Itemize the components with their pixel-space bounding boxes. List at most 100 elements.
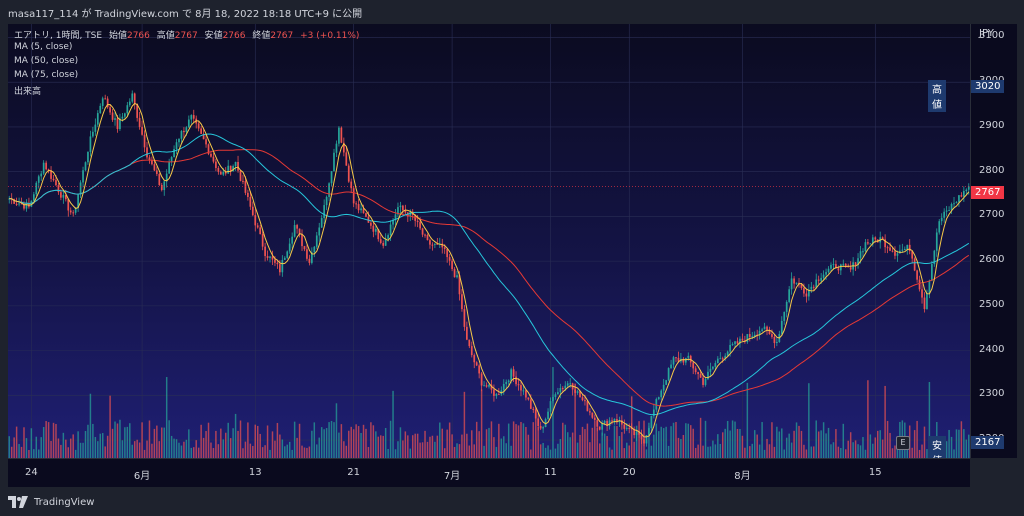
volume-bar (616, 425, 618, 458)
candle-body (94, 124, 97, 132)
volume-bar (788, 433, 790, 458)
candle-body (266, 256, 269, 258)
volume-bar (215, 430, 217, 458)
candle-body (552, 397, 554, 402)
volume-bar (881, 439, 884, 458)
ma5-line (9, 102, 970, 438)
candle-body (739, 338, 741, 344)
candle-body (96, 113, 99, 125)
volume-bar (776, 426, 778, 458)
volume-bar (210, 442, 212, 458)
volume-bar (355, 424, 357, 458)
volume-bar (613, 425, 616, 458)
candle-body (74, 207, 77, 213)
volume-bar (704, 420, 707, 458)
candle-body (485, 385, 488, 387)
volume-bar (301, 445, 303, 458)
candle-body (397, 207, 399, 215)
candle-body (547, 411, 549, 419)
footer-logo-text: TradingView (34, 497, 95, 508)
candle-body (675, 357, 677, 359)
volume-bar (520, 421, 522, 458)
volume-bar (421, 442, 424, 458)
volume-bar (296, 437, 298, 458)
volume-bar (323, 429, 325, 458)
legend-ma50[interactable]: MA (50, close) (14, 56, 79, 66)
candle-body (908, 244, 911, 252)
volume-bar (820, 430, 822, 458)
candle-body (795, 282, 798, 284)
legend-ma75[interactable]: MA (75, close) (14, 70, 79, 80)
volume-bar (690, 425, 692, 458)
candle-body (608, 420, 611, 426)
candle-body (313, 246, 316, 253)
volume-bar (746, 382, 749, 458)
legend-volume[interactable]: 出来高 (14, 87, 42, 97)
chart-pane[interactable]: エアトリ, 1時間, TSE 始値2766 高値2767 安値2766 終値27… (8, 24, 970, 458)
candle-body (510, 369, 513, 381)
candle-body (815, 279, 818, 288)
candle-body (288, 243, 291, 252)
candle-body (465, 326, 468, 340)
candle-body (771, 334, 773, 337)
volume-bar (963, 429, 965, 458)
candle-body (173, 149, 175, 158)
candle-body (894, 251, 896, 256)
earnings-event-icon[interactable]: E (896, 436, 910, 450)
candle-body (178, 138, 180, 143)
volume-bar (362, 424, 365, 458)
candle-body (884, 239, 886, 248)
volume-bar (143, 449, 146, 458)
volume-bar (94, 436, 97, 458)
volume-bar (197, 447, 200, 458)
volume-bar (190, 447, 193, 458)
candle-body (180, 130, 183, 139)
candle-body (817, 279, 820, 281)
volume-bar (896, 444, 899, 458)
volume-bar (45, 421, 47, 458)
candle-body (365, 213, 367, 217)
volume-bar (766, 438, 768, 458)
candle-body (446, 248, 449, 258)
candle-body (352, 188, 355, 204)
volume-bar (650, 445, 653, 458)
price-axis[interactable]: JPY 220023002400250026002700280029003000… (970, 24, 1017, 458)
candle-body (842, 263, 845, 265)
candle-body (409, 211, 412, 217)
legend-change: +3 (+0.11%) (300, 31, 360, 41)
volume-bar (562, 422, 564, 458)
candle-body (451, 260, 453, 270)
candle-body (780, 320, 783, 334)
candle-body (342, 142, 345, 153)
candle-body (106, 98, 109, 108)
volume-bar (256, 425, 259, 458)
legend-open-label: 始値 (108, 31, 127, 41)
candle-body (950, 204, 953, 211)
volume-bar (207, 422, 210, 458)
candle-body (958, 195, 960, 203)
candle-body (527, 397, 530, 400)
time-axis[interactable]: 24 6月 13 21 7月 11 20 8月 15 (8, 458, 970, 487)
volume-bar (539, 444, 542, 458)
volume-bar (544, 447, 547, 458)
volume-bar (638, 421, 640, 458)
candle-body (630, 428, 633, 430)
volume-bar (945, 441, 948, 458)
candle-body (306, 249, 308, 259)
candle-body (192, 115, 195, 119)
volume-bar (948, 429, 950, 458)
volume-bar (370, 422, 372, 458)
volume-bar (628, 445, 630, 458)
candle-body (505, 381, 508, 384)
candle-body (844, 263, 847, 266)
candle-body (338, 127, 340, 144)
ma75-line (9, 148, 970, 407)
volume-bar (303, 447, 306, 458)
candle-body (911, 251, 914, 259)
candle-body (584, 400, 586, 402)
volume-bar (10, 446, 13, 458)
volume-bar (97, 441, 99, 458)
volume-bar (576, 442, 579, 458)
candle-body (652, 409, 655, 416)
legend-ma5[interactable]: MA (5, close) (14, 42, 73, 52)
